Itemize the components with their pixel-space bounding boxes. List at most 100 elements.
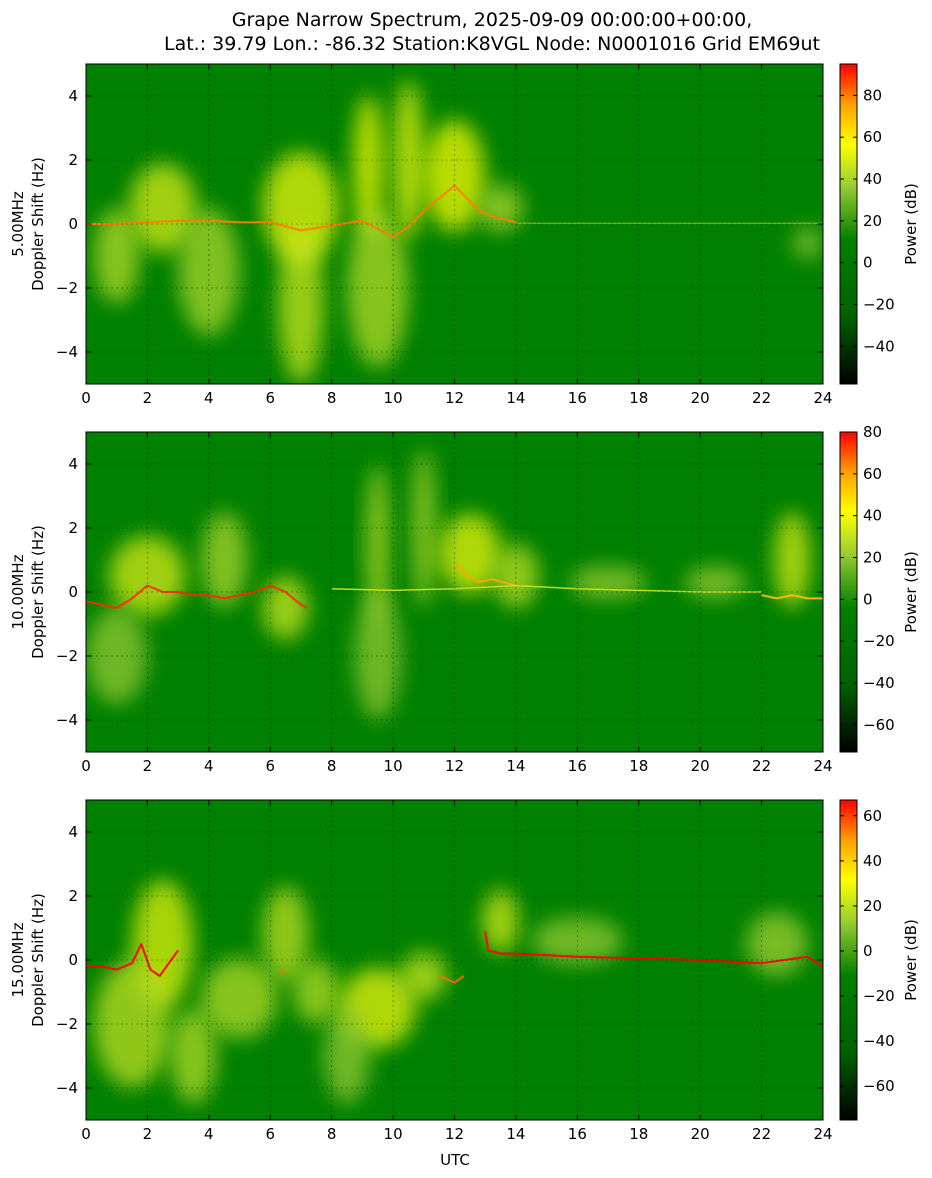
heatmap-burst: [128, 163, 197, 253]
colorbar-tick-label: −20: [863, 632, 895, 650]
colorbar-tick-label: 40: [863, 170, 882, 188]
x-tick-label: 18: [629, 389, 648, 407]
heatmap-bursts: [86, 448, 811, 720]
x-tick-label: 22: [752, 757, 771, 775]
colorbar-tick-label: 80: [863, 86, 882, 104]
x-tick-label: 24: [813, 757, 832, 775]
heatmap-burst: [323, 1008, 371, 1104]
colorbar-label: Power (dB): [902, 183, 920, 265]
colorbar-tick-label: 0: [863, 590, 873, 608]
colorbar-tick-label: 20: [863, 212, 882, 230]
y-axis-label-doppler: Doppler Shift (Hz): [29, 525, 47, 659]
heatmap-burst: [411, 448, 437, 608]
y-axis-label-frequency: 5.00MHz: [9, 191, 27, 257]
x-tick-label: 8: [327, 1125, 337, 1143]
colorbar-tick-label: 0: [863, 942, 873, 960]
y-tick-label: −2: [56, 1015, 78, 1033]
y-axis-label-doppler: Doppler Shift (Hz): [29, 157, 47, 291]
x-tick-label: 20: [691, 1125, 710, 1143]
heatmap-burst: [792, 227, 823, 260]
grid: [86, 64, 823, 384]
x-tick-label: 22: [752, 1125, 771, 1143]
colorbar-tick-label: −20: [863, 987, 895, 1005]
heatmap-burst: [201, 512, 248, 608]
y-tick-label: 0: [68, 215, 78, 233]
heatmap-burst: [393, 80, 424, 240]
x-tick-label: 12: [445, 1125, 464, 1143]
trace-main-carrier: [86, 584, 308, 609]
x-tick-label: 24: [813, 1125, 832, 1143]
figure-title-line-1: Grape Narrow Spectrum, 2025-09-09 00:00:…: [232, 9, 753, 31]
x-tick-label: 12: [445, 389, 464, 407]
x-tick-label: 10: [384, 1125, 403, 1143]
colorbar-tick-label: 40: [863, 507, 882, 525]
trace-dawn-trace: [279, 968, 287, 974]
x-tick-label: 20: [691, 389, 710, 407]
x-tick-label: 6: [265, 757, 275, 775]
x-tick-label: 0: [81, 757, 91, 775]
colorbar-tick-label: −40: [863, 1032, 895, 1050]
colorbar-tick-label: 40: [863, 852, 882, 870]
x-tick-label: 24: [813, 389, 832, 407]
x-tick-label: 4: [204, 389, 214, 407]
y-tick-label: 4: [68, 87, 78, 105]
x-tick-label: 16: [568, 757, 587, 775]
colorbar-tick-label: 80: [863, 423, 882, 441]
trace-night-carrier: [86, 943, 179, 977]
y-tick-label: 2: [68, 151, 78, 169]
y-tick-label: 4: [68, 823, 78, 841]
y-axis-label-doppler: Doppler Shift (Hz): [29, 893, 47, 1027]
heatmap-burst: [773, 512, 811, 608]
heatmap-burst: [569, 566, 647, 599]
x-tick-label: 2: [143, 389, 153, 407]
colorbar: [839, 431, 858, 753]
heatmap-burst: [93, 208, 140, 304]
trace-day-carrier: [331, 584, 762, 593]
x-tick-label: 22: [752, 389, 771, 407]
x-tick-label: 8: [327, 389, 337, 407]
y-tick-label: 4: [68, 455, 78, 473]
x-tick-label: 4: [204, 757, 214, 775]
heatmap-burst: [109, 536, 186, 616]
colorbar-tick-label: −20: [863, 296, 895, 314]
heatmap-traces: [86, 562, 823, 609]
colorbar-tick-label: −40: [863, 674, 895, 692]
y-tick-label: 2: [68, 519, 78, 537]
y-tick-label: 0: [68, 951, 78, 969]
colorbar-label: Power (dB): [902, 551, 920, 633]
heatmap-burst: [684, 566, 747, 599]
y-tick-label: −2: [56, 647, 78, 665]
heatmap-burst: [400, 952, 447, 1000]
heatmap-burst: [746, 912, 808, 976]
x-tick-label: 8: [327, 757, 337, 775]
y-axis-label-frequency: 10.00MHz: [9, 554, 27, 629]
x-tick-label: 10: [384, 757, 403, 775]
trace-afternoon-arc: [453, 562, 517, 587]
heatmap-burst: [293, 960, 340, 1024]
colorbar-label: Power (dB): [902, 919, 920, 1001]
x-tick-label: 14: [506, 757, 525, 775]
heatmap-burst: [477, 184, 524, 232]
heatmap-burst: [178, 208, 240, 336]
heatmap-burst: [262, 886, 309, 983]
heatmap-burst: [170, 1008, 217, 1104]
x-axis-label: UTC: [440, 1151, 470, 1169]
heatmap-traces: [86, 931, 823, 984]
heatmap-burst: [353, 94, 384, 239]
colorbar-tick-label: 20: [863, 548, 882, 566]
x-tick-label: 0: [81, 389, 91, 407]
grid: [86, 800, 823, 1120]
x-tick-label: 20: [691, 757, 710, 775]
colorbar-tick-label: −60: [863, 1077, 895, 1095]
x-tick-label: 16: [568, 389, 587, 407]
heatmap-burst: [482, 889, 519, 954]
colorbar-tick-label: −40: [863, 337, 895, 355]
heatmap-bursts: [93, 880, 808, 1104]
colorbar: [839, 63, 858, 385]
x-tick-label: 6: [265, 389, 275, 407]
colorbar-tick-label: 20: [863, 897, 882, 915]
